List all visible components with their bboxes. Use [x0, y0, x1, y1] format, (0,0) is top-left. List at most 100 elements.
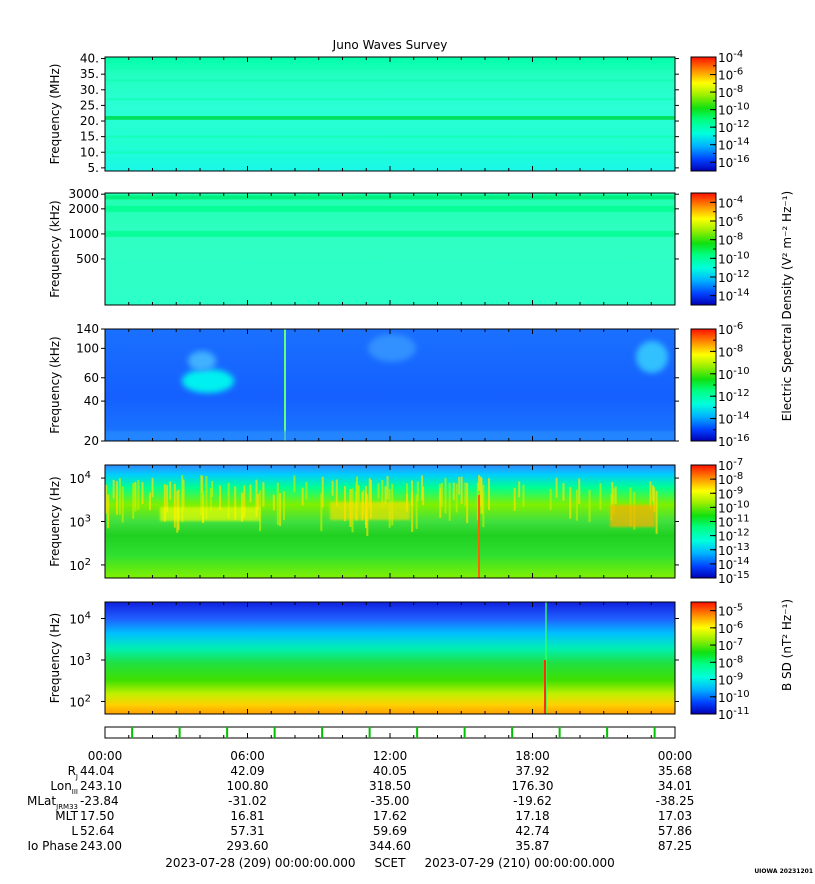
colorbar-tick-label: 10-6 [718, 620, 743, 636]
orbit-marker [606, 727, 609, 738]
orbit-marker [178, 727, 181, 738]
magnetic-colorbar-label: B SD (nT² Hz⁻¹) [780, 599, 794, 691]
chorus-streak [649, 481, 652, 510]
chorus-streak [227, 482, 230, 519]
colorbar-tick-label: 10-8 [718, 654, 743, 670]
colorbar-scale [690, 328, 717, 442]
colorbar-2: 10-4 10-6 10-8 10-10 10-12 10-14 [690, 192, 750, 306]
colorbar-tick-label: 10-5 [718, 603, 743, 619]
ephemeris-value: 243.00 [80, 839, 122, 853]
ephemeris-value: 17.03 [658, 809, 692, 823]
y-tick-label: 103 [69, 652, 91, 668]
ephemeris-value: 34.01 [658, 779, 692, 793]
y-tick-label: 40. [80, 52, 99, 66]
y-tick-label: 104 [69, 470, 91, 486]
colorbar-tick-label: 10-16 [718, 433, 750, 449]
ephemeris-value: 16.81 [230, 809, 264, 823]
ephemeris-value: 52.64 [80, 824, 114, 838]
chorus-streak [115, 481, 118, 515]
chorus-streak [575, 489, 578, 521]
colorbar-tick-label: 10-13 [718, 542, 750, 558]
y-axis-label: Frequency (kHz) [48, 336, 62, 433]
chorus-streak [562, 483, 565, 501]
ephemeris-label: RJ [68, 764, 78, 781]
ephemeris-label: MLT [55, 809, 78, 823]
x-tick-label: 00:00 [658, 749, 693, 763]
chorus-streak [415, 494, 418, 529]
y-tick-label: 100 [76, 341, 99, 355]
chorus-streak [255, 479, 258, 518]
orbit-marker [463, 727, 466, 738]
chorus-streak [283, 491, 286, 521]
colorbar-tick-label: 10-16 [718, 154, 750, 170]
ephemeris-value: 35.68 [658, 764, 692, 778]
chorus-streak [182, 479, 185, 508]
y-tick-label: 102 [69, 694, 91, 710]
channel-band [105, 135, 675, 138]
chorus-streak [166, 484, 169, 513]
spectrogram-image [105, 465, 675, 578]
chorus-streak [476, 482, 479, 521]
colorbar-tick-label: 10-14 [718, 411, 750, 427]
chorus-streak [555, 477, 558, 498]
colorbar-tick-label: 10-6 [718, 213, 743, 229]
chorus-streak [406, 483, 409, 503]
chorus-streak [257, 494, 260, 510]
y-tick-label: 104 [69, 611, 91, 627]
ephemeris-value: -23.84 [80, 794, 119, 808]
ephemeris-value: 40.05 [373, 764, 407, 778]
ephemeris-value: 35.87 [515, 839, 549, 853]
ephemeris-value: -35.00 [371, 794, 410, 808]
chorus-streak [421, 475, 424, 501]
ephemeris-value: 100.80 [227, 779, 269, 793]
chorus-streak [549, 488, 552, 510]
chorus-streak [655, 490, 658, 534]
chorus-streak [259, 490, 262, 532]
chorus-streak [262, 486, 265, 506]
y-tick-label: 35. [80, 67, 99, 81]
impulsive-line [544, 660, 546, 714]
y-tick-label: 2000 [68, 202, 99, 216]
ephemeris-table: 00:00 06:00 12:00 18:00 00:00 RJ 44.04 42.09 40.… [27, 749, 694, 853]
ephemeris-value: 17.62 [373, 809, 407, 823]
chorus-streak [173, 483, 176, 528]
chorus-streak [614, 486, 617, 504]
colorbar-tick-label: 10-6 [718, 67, 743, 83]
y-tick-label: 1000 [68, 227, 99, 241]
chorus-streak [276, 482, 279, 525]
chorus-streak [355, 476, 358, 521]
y-tick-label: 60 [84, 371, 99, 385]
ephemeris-value: 293.60 [227, 839, 269, 853]
colorbar-tick-label: 10-14 [718, 288, 750, 304]
orbit-marker [558, 727, 561, 738]
chorus-streak [357, 485, 360, 502]
chorus-streak [121, 486, 124, 523]
ephemeris-label: Io Phase [27, 839, 78, 853]
chorus-streak [279, 493, 282, 527]
spectrogram-background [105, 602, 675, 714]
chorus-streak [163, 484, 166, 522]
orbit-marker [511, 727, 514, 738]
colorbar-tick-label: 10-12 [718, 269, 750, 285]
y-tick-label: 3000 [68, 187, 99, 201]
colorbar-tick-label: 10-10 [718, 499, 750, 515]
colorbar-tick-label: 10-11 [718, 706, 750, 722]
colorbar-tick-label: 10-12 [718, 528, 750, 544]
ephemeris-value: 318.50 [369, 779, 411, 793]
x-tick-label: 06:00 [230, 749, 265, 763]
ephemeris-value: 59.69 [373, 824, 407, 838]
y-tick-label: 20. [80, 114, 99, 128]
spectrogram-image [105, 329, 675, 441]
chorus-streak [205, 476, 208, 520]
chorus-streak [466, 482, 469, 524]
chorus-streak [105, 484, 108, 514]
y-tick-label: 500 [76, 252, 99, 266]
ephemeris-value: -38.25 [656, 794, 695, 808]
chorus-streak [200, 475, 203, 516]
chorus-streak [452, 482, 455, 501]
chorus-streak [112, 479, 115, 499]
chorus-streak [293, 475, 296, 493]
